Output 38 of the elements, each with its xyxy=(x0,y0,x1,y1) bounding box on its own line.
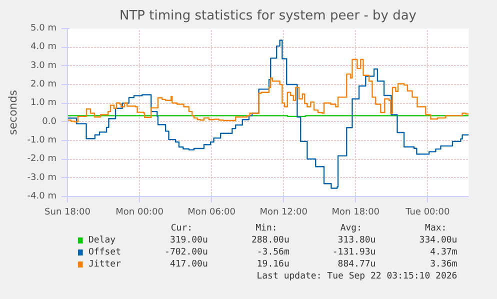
x-tick-label: Mon 18:00 xyxy=(332,208,380,218)
text: Max: xyxy=(425,224,447,234)
text: 4.37m xyxy=(430,248,458,258)
text: 288.00u xyxy=(251,236,290,246)
y-tick-label: 5.0 m xyxy=(30,24,57,34)
x-tick-label: Tue 00:00 xyxy=(404,208,450,218)
y-tick-label: 2.0 m xyxy=(30,80,57,90)
text: 19.16u xyxy=(256,260,290,270)
text: 319.00u xyxy=(170,236,208,246)
y-axis-title: seconds xyxy=(6,90,20,135)
x-tick-label: Sun 18:00 xyxy=(44,208,91,218)
y-tick-label: -4.0 m xyxy=(27,192,57,202)
text: 313.80u xyxy=(338,236,376,246)
text: 334.00u xyxy=(419,236,458,246)
text: -131.93u xyxy=(332,248,376,258)
x-tick-label: Mon 00:00 xyxy=(116,208,164,218)
y-tick-label: 3.0 m xyxy=(30,60,57,71)
text: Min: xyxy=(256,224,278,234)
text: 3.36m xyxy=(430,260,458,270)
x-tick-label: Mon 06:00 xyxy=(188,208,236,218)
text: Cur: xyxy=(170,224,193,234)
text: Avg: xyxy=(340,224,362,234)
legend-label: Jitter xyxy=(88,260,122,270)
y-tick-label: -2.0 m xyxy=(27,154,57,164)
y-tick-label: 1.0 m xyxy=(30,98,57,108)
text: -702.00u xyxy=(164,248,208,258)
text: 417.00u xyxy=(170,260,208,270)
text: -3.56m xyxy=(256,248,290,258)
x-tick-label: Mon 12:00 xyxy=(260,208,308,218)
y-tick-label: -1.0 m xyxy=(27,136,57,146)
text: 884.77u xyxy=(338,260,376,270)
y-tick-label: 4.0 m xyxy=(30,42,57,52)
chart-title: NTP timing statistics for system peer - by day xyxy=(120,8,417,24)
y-tick-label: 0.0 xyxy=(42,116,57,127)
legend-label: Delay xyxy=(88,236,116,246)
legend-label: Offset xyxy=(88,248,121,258)
y-tick-label: -3.0 m xyxy=(27,172,57,183)
text: Last update: Tue Sep 22 03:15:10 2026 xyxy=(256,272,458,282)
